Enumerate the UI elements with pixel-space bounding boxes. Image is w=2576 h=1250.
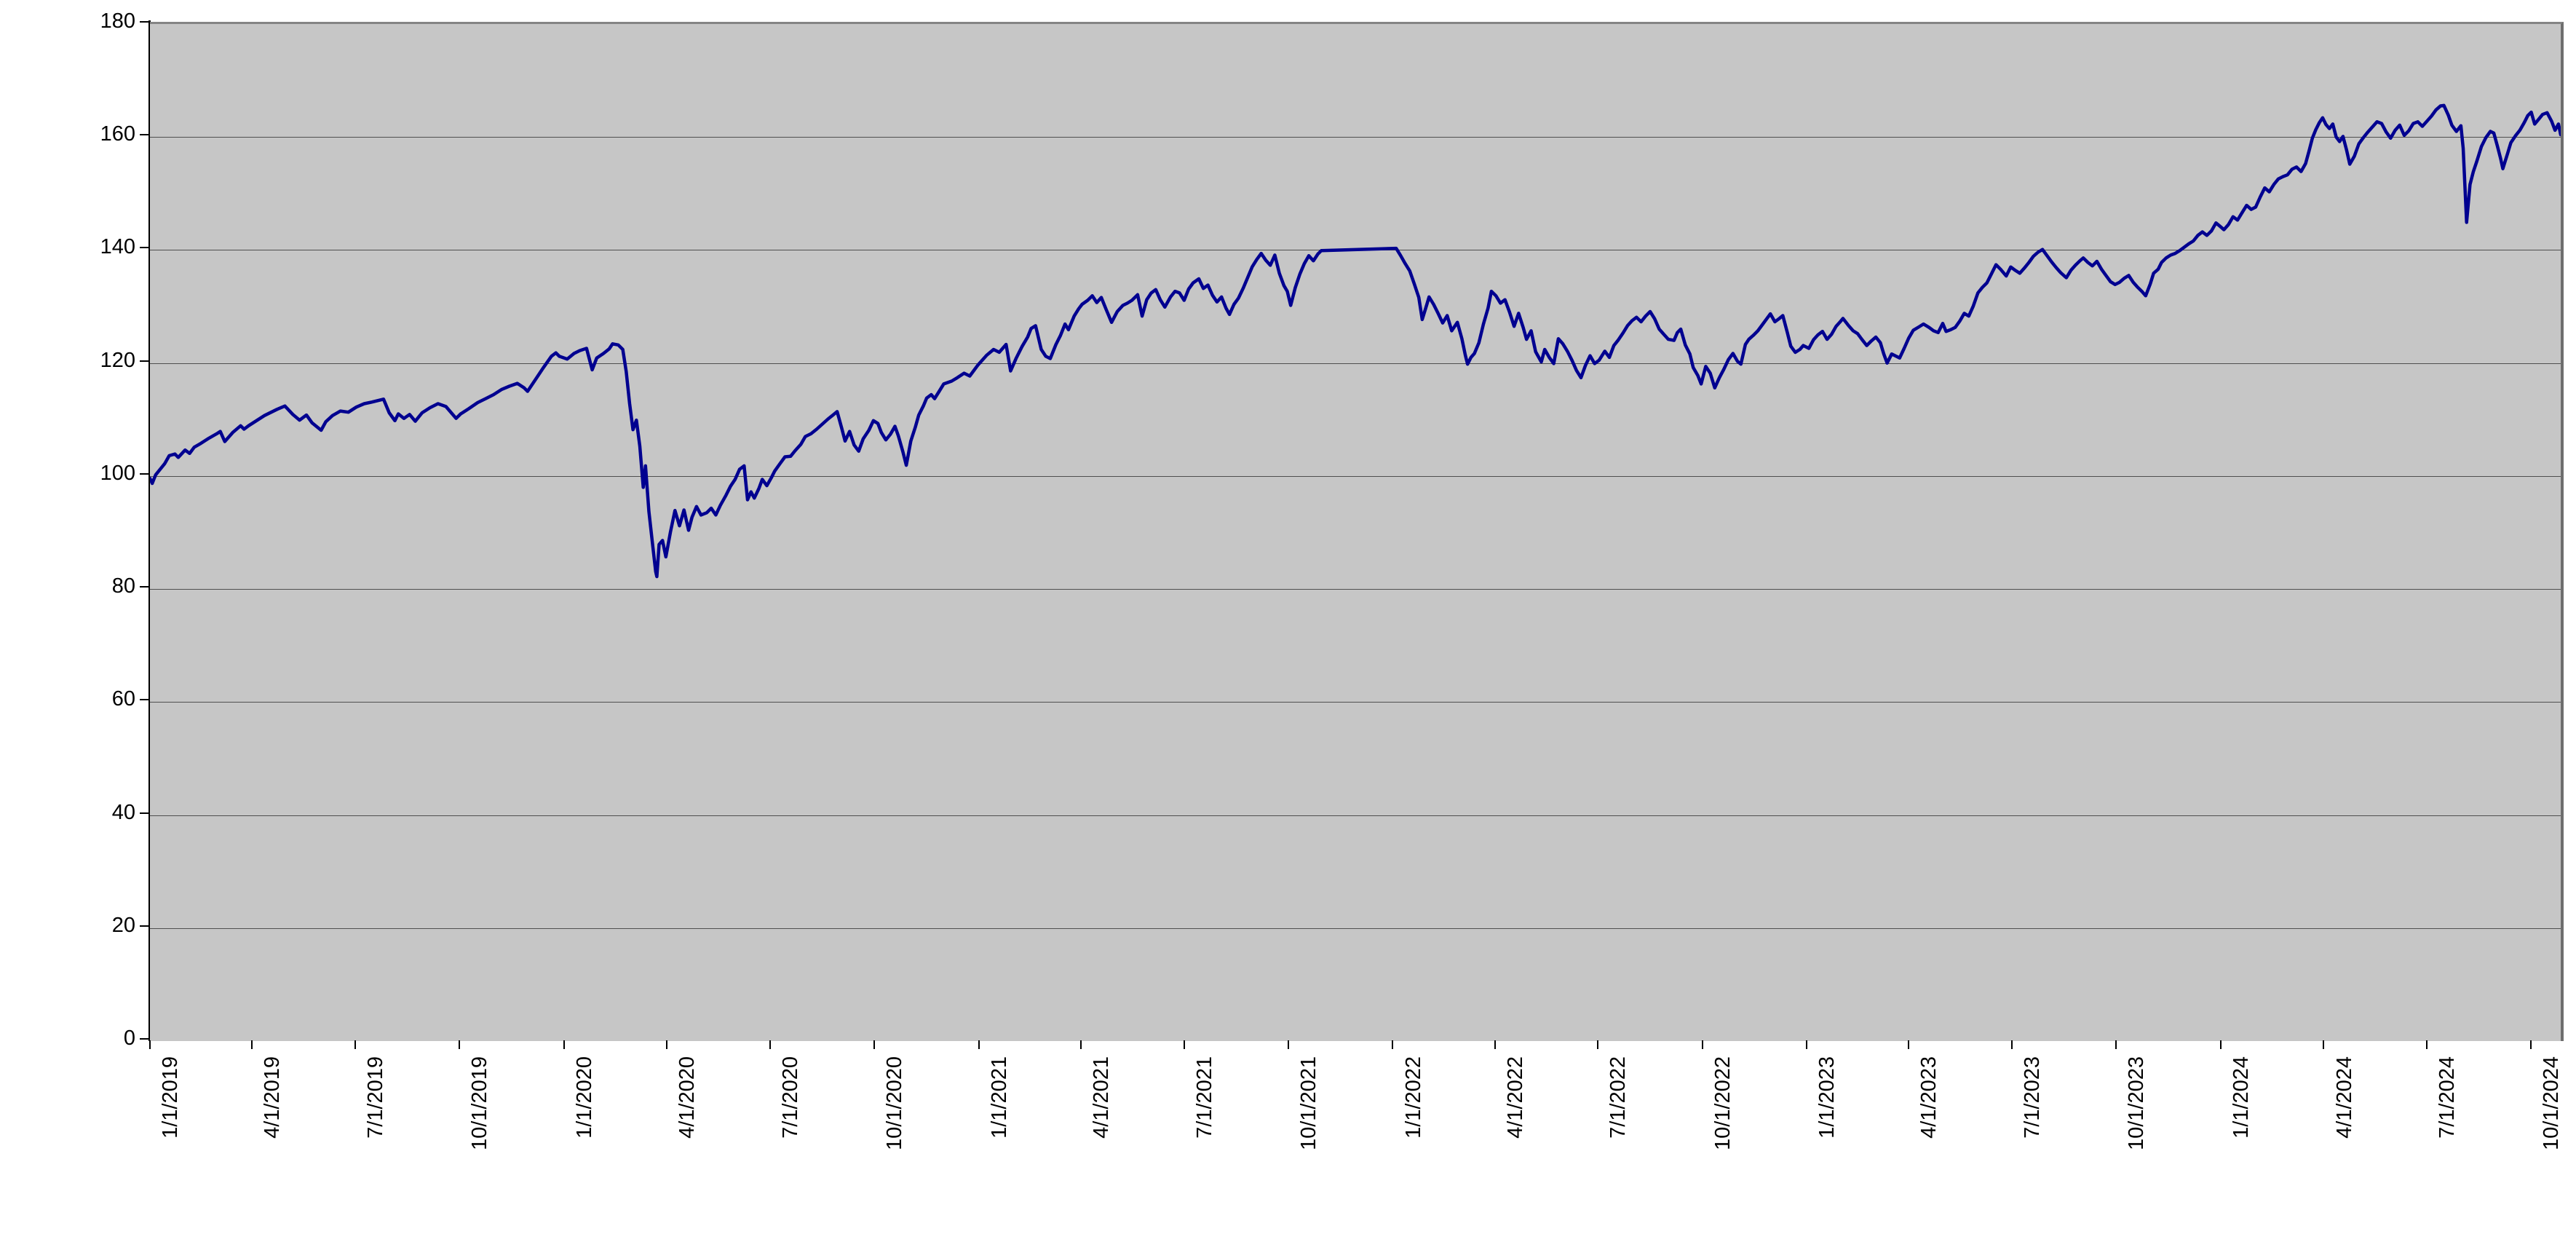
y-tick-120 (140, 360, 148, 362)
y-tick-180 (140, 21, 148, 23)
x-tick-label: 7/1/2021 (1192, 1056, 1216, 1139)
y-tick-label: 100 (100, 461, 135, 485)
y-tick-label: 20 (111, 913, 135, 937)
x-tick (251, 1040, 253, 1049)
x-tick (2115, 1040, 2117, 1049)
y-tick-140 (140, 247, 148, 249)
x-tick-label: 4/1/2022 (1503, 1056, 1527, 1139)
x-tick (2323, 1040, 2325, 1049)
x-tick-label: 7/1/2020 (779, 1056, 803, 1139)
gridline-20 (150, 927, 2561, 929)
plot-area (150, 22, 2564, 1041)
x-tick (873, 1040, 876, 1049)
x-tick-label: 7/1/2019 (363, 1056, 387, 1139)
x-tick-label: 1/1/2024 (2229, 1056, 2253, 1139)
x-tick (563, 1040, 565, 1049)
x-tick (1079, 1040, 1082, 1049)
y-tick-label: 180 (100, 9, 135, 33)
x-tick-label: 10/1/2019 (468, 1056, 492, 1151)
x-tick-label: 4/1/2019 (261, 1056, 285, 1139)
price-line (150, 103, 2561, 579)
x-tick (1288, 1040, 1290, 1049)
y-tick-80 (140, 586, 148, 588)
x-tick (2426, 1040, 2428, 1049)
y-tick-label: 60 (111, 687, 135, 711)
x-tick-label: 10/1/2022 (1711, 1056, 1735, 1151)
y-axis-line (148, 20, 151, 1040)
y-tick-label: 160 (100, 122, 135, 146)
y-tick-100 (140, 472, 148, 475)
x-tick (2219, 1040, 2222, 1049)
x-tick (149, 1040, 151, 1049)
y-tick-label: 0 (123, 1026, 135, 1050)
y-tick-20 (140, 925, 148, 927)
y-tick-40 (140, 812, 148, 814)
x-tick-label: 10/1/2020 (883, 1056, 907, 1151)
x-tick-label: 4/1/2023 (1917, 1056, 1941, 1139)
gridline-100 (150, 475, 2561, 477)
x-tick-label: 1/1/2023 (1815, 1056, 1839, 1139)
x-tick (2530, 1040, 2532, 1049)
x-tick (1183, 1040, 1185, 1049)
gridline-160 (150, 137, 2561, 138)
x-tick (1597, 1040, 1599, 1049)
x-tick-label: 1/1/2022 (1401, 1056, 1425, 1139)
x-tick (1806, 1040, 1808, 1049)
x-tick (459, 1040, 461, 1049)
x-tick (666, 1040, 668, 1049)
x-tick (1701, 1040, 1703, 1049)
x-tick-label: 1/1/2019 (159, 1056, 182, 1139)
x-tick-label: 4/1/2024 (2332, 1056, 2356, 1139)
chart-canvas (150, 103, 2561, 579)
x-tick-label: 10/1/2021 (1297, 1056, 1321, 1151)
x-tick (978, 1040, 980, 1049)
y-tick-label: 40 (111, 800, 135, 824)
x-tick (1494, 1040, 1496, 1049)
x-tick-label: 1/1/2020 (572, 1056, 596, 1139)
gridline-40 (150, 815, 2561, 816)
x-tick (1392, 1040, 1394, 1049)
x-tick (1908, 1040, 1910, 1049)
x-tick-label: 1/1/2021 (987, 1056, 1011, 1139)
x-tick-label: 10/1/2024 (2540, 1056, 2564, 1151)
x-tick (354, 1040, 356, 1049)
x-tick-label: 7/1/2023 (2020, 1056, 2044, 1139)
y-tick-label: 120 (100, 348, 135, 372)
x-tick-label: 7/1/2022 (1606, 1056, 1630, 1139)
x-tick-label: 4/1/2020 (675, 1056, 700, 1139)
x-tick (2010, 1040, 2013, 1049)
y-tick-0 (140, 1038, 148, 1040)
y-tick-label: 140 (100, 235, 135, 259)
gridline-80 (150, 589, 2561, 590)
x-tick-label: 10/1/2023 (2125, 1056, 2149, 1151)
x-tick (769, 1040, 772, 1049)
y-tick-160 (140, 134, 148, 136)
y-tick-60 (140, 699, 148, 701)
x-tick-label: 4/1/2021 (1089, 1056, 1113, 1139)
gridline-120 (150, 363, 2561, 364)
x-tick-label: 7/1/2024 (2436, 1056, 2460, 1139)
y-tick-label: 80 (111, 574, 135, 598)
gridline-60 (150, 702, 2561, 703)
